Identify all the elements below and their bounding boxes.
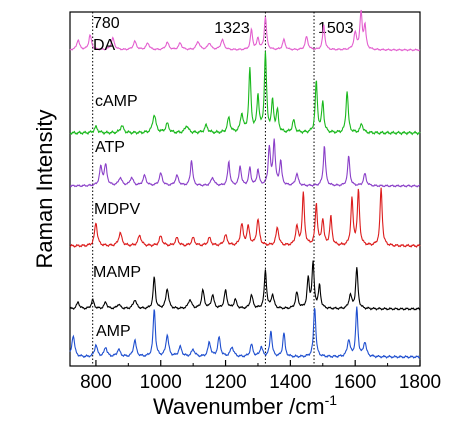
x-axis-title: Wavenumber /cm-1 — [153, 392, 337, 419]
x-tick-label-1600: 1600 — [334, 372, 376, 393]
series-line-atp — [70, 138, 420, 188]
series-mamp: MAMP — [69, 260, 421, 311]
series-line-amp — [69, 306, 421, 359]
x-tick-label-800: 800 — [80, 372, 112, 393]
y-axis-title: Raman Intensity — [32, 110, 57, 269]
reference-label-1323: 1323 — [214, 20, 250, 37]
series-label-mdpv: MDPV — [94, 201, 141, 218]
series-amp: AMP — [69, 306, 421, 359]
x-tick-label-1200: 1200 — [204, 372, 246, 393]
series-label-camp: cAMP — [95, 93, 138, 110]
series-line-da — [69, 9, 421, 52]
x-axis-title-main: Wavenumber /cm — [153, 394, 325, 419]
series-mdpv: MDPV — [69, 187, 421, 248]
x-tick-label-1000: 1000 — [140, 372, 182, 393]
series-label-atp: ATP — [95, 139, 125, 156]
x-axis-title-sup: -1 — [325, 392, 338, 408]
reference-lines: 780 1323 1503 — [92, 12, 354, 366]
series-label-amp: AMP — [96, 323, 131, 340]
reference-label-780: 780 — [93, 15, 120, 32]
series-label-da: DA — [93, 37, 116, 54]
x-tick-label-1800: 1800 — [399, 372, 441, 393]
series-camp: cAMP — [69, 51, 421, 136]
series-da: DA — [69, 9, 421, 54]
reference-label-1503: 1503 — [318, 20, 354, 37]
x-tick-label-1400: 1400 — [269, 372, 311, 393]
series-group: DA cAMP ATP MDPV MAMP AMP — [69, 9, 421, 359]
series-line-mamp — [69, 260, 421, 311]
plot-frame — [69, 11, 421, 367]
series-line-mdpv — [69, 187, 421, 248]
series-line-camp — [69, 51, 421, 136]
series-label-mamp: MAMP — [93, 264, 141, 281]
series-atp: ATP — [70, 138, 420, 188]
x-axis-ticks: 800 1000 1200 1400 1600 1800 — [80, 360, 441, 393]
